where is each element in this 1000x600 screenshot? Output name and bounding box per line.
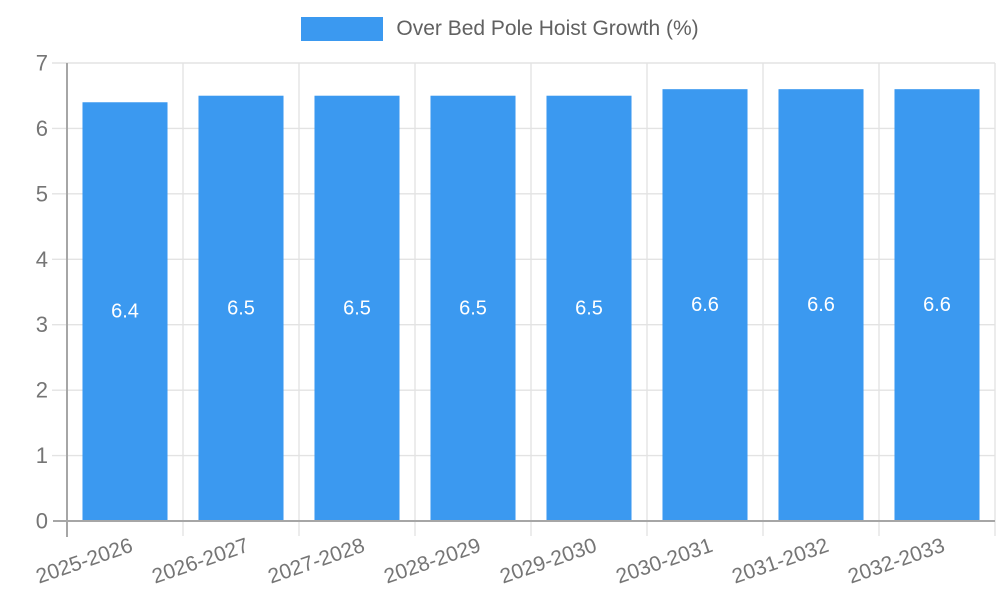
x-tick-label: 2032-2033	[845, 534, 947, 588]
y-tick-label: 4	[36, 247, 48, 272]
bar-value-label: 6.6	[807, 294, 835, 316]
bar	[314, 95, 400, 521]
bar-value-label: 6.5	[343, 297, 371, 319]
bar	[778, 89, 864, 522]
bar	[546, 95, 632, 521]
bar-value-label: 6.6	[691, 294, 719, 316]
y-tick-label: 6	[36, 116, 48, 141]
bar-value-label: 6.6	[923, 294, 951, 316]
bar-value-label: 6.4	[111, 301, 139, 323]
legend-label: Over Bed Pole Hoist Growth (%)	[396, 17, 699, 40]
x-tick-label: 2028-2029	[381, 534, 483, 588]
x-tick-label: 2030-2031	[613, 534, 715, 588]
y-tick-label: 7	[36, 51, 48, 76]
legend: Over Bed Pole Hoist Growth (%)	[0, 17, 1000, 41]
x-tick-label: 2029-2030	[497, 534, 599, 588]
bar-value-label: 6.5	[227, 297, 255, 319]
y-tick-label: 0	[36, 509, 48, 534]
x-tick-label: 2025-2026	[33, 534, 135, 588]
bar	[894, 89, 980, 522]
bar	[198, 95, 284, 521]
y-tick-label: 2	[36, 378, 48, 403]
y-tick-label: 5	[36, 181, 48, 206]
bar	[430, 95, 516, 521]
x-tick-label: 2031-2032	[729, 534, 831, 588]
legend-swatch	[301, 17, 384, 41]
y-tick-label: 3	[36, 312, 48, 337]
y-tick-label: 1	[36, 443, 48, 468]
bar-value-label: 6.5	[575, 297, 603, 319]
x-tick-label: 2027-2028	[265, 534, 367, 588]
x-tick-label: 2026-2027	[149, 534, 251, 588]
bar	[82, 102, 168, 521]
bar	[662, 89, 748, 522]
bar-value-label: 6.5	[459, 297, 487, 319]
